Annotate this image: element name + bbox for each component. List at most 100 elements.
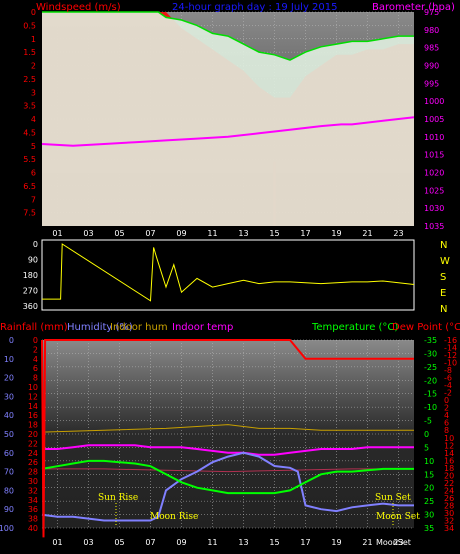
- barometer-tick-label: 990: [424, 62, 439, 71]
- barometer-tick-label: 1035: [424, 222, 444, 231]
- humidity-tick-label: 0: [9, 336, 14, 345]
- temperature-tick-label: -5: [424, 417, 432, 426]
- temp-x-tick-label: 13: [238, 538, 248, 547]
- compass-s: S: [440, 272, 446, 283]
- humidity-tick-label: 40: [4, 411, 14, 420]
- rainfall-tick-label: 34: [28, 496, 38, 505]
- sun-rise-label: Sun Rise: [98, 493, 138, 503]
- rainfall-tick-label: 26: [28, 458, 38, 467]
- wind-x-tick-label: 19: [331, 229, 341, 238]
- indoor-temp-legend: Indoor temp: [172, 322, 233, 333]
- windspeed-tick-label: 2.5: [23, 75, 36, 84]
- wind-x-tick-label: 05: [114, 229, 124, 238]
- humidity-tick-label: 60: [4, 449, 14, 458]
- chart-title: 24-hour graph day : 19 July 2015: [172, 2, 338, 13]
- rainfall-tick-label: 6: [33, 364, 38, 373]
- wind-x-tick-label: 13: [238, 229, 248, 238]
- rainfall-tick-label: 24: [28, 449, 38, 458]
- temperature-tick-label: 10: [424, 457, 434, 466]
- moon-set-label: Moon Set: [376, 512, 420, 522]
- humidity-tick-label: 30: [4, 392, 14, 401]
- temp-x-tick-label: 09: [176, 538, 186, 547]
- dewpoint-tick-label: 18: [444, 464, 454, 473]
- humidity-line: [41, 451, 414, 522]
- humidity-tick-label: 100: [0, 524, 14, 533]
- temp-x-tick-label: 15: [269, 538, 279, 547]
- dewpoint-tick-label: -14: [444, 344, 457, 353]
- temperature-tick-label: 35: [424, 524, 434, 533]
- dewpoint-tick-label: -16: [444, 336, 457, 345]
- rainfall-tick-label: 40: [28, 524, 38, 533]
- temp-x-tick-label: 21: [362, 538, 372, 547]
- indoor-hum-legend: Indoor hum: [110, 322, 168, 333]
- wind-x-tick-label: 15: [269, 229, 279, 238]
- barometer-tick-label: 1010: [424, 133, 444, 142]
- temp-x-tick-label: 07: [145, 538, 155, 547]
- dewpoint-tick-label: 24: [444, 486, 454, 495]
- dewpoint-tick-label: 0: [444, 396, 449, 405]
- temperature-tick-label: 20: [424, 484, 434, 493]
- wind-average-area: [42, 12, 414, 226]
- dewpoint-tick-label: 2: [444, 404, 449, 413]
- barometer-tick-label: 1030: [424, 204, 444, 213]
- barometer-tick-label: 1020: [424, 169, 444, 178]
- moon-set-bottom-label: MoonSet: [376, 538, 411, 547]
- windspeed-tick-label: 3: [31, 88, 36, 97]
- windspeed-tick-label: 1.5: [23, 48, 36, 57]
- humidity-tick-label: 10: [4, 355, 14, 364]
- windspeed-tick-label: 0: [31, 8, 36, 17]
- windspeed-axis-title: Windspeed (m/s): [36, 2, 121, 13]
- direction-tick-label: 360: [23, 302, 38, 311]
- barometer-tick-label: 995: [424, 79, 439, 88]
- wind-x-tick-label: 09: [176, 229, 186, 238]
- dewpoint-tick-label: 4: [444, 411, 449, 420]
- barometer-tick-label: 1000: [424, 97, 444, 106]
- wind-x-tick-label: 17: [300, 229, 310, 238]
- humidity-tick-label: 90: [4, 505, 14, 514]
- dewpoint-tick-label: 6: [444, 419, 449, 428]
- dewpoint-tick-label: 10: [444, 434, 454, 443]
- barometer-tick-label: 1025: [424, 186, 444, 195]
- direction-tick-label: 270: [23, 287, 38, 296]
- rainfall-tick-label: 38: [28, 515, 38, 524]
- windspeed-tick-label: 2: [31, 62, 36, 71]
- temperature-axis-title: Temperature (°C): [311, 322, 398, 333]
- wind-average-line: [42, 11, 414, 61]
- rainfall-tick-label: 28: [28, 468, 38, 477]
- dewpoint-tick-label: 12: [444, 441, 454, 450]
- barometer-tick-label: 975: [424, 8, 439, 17]
- temperature-tick-label: 30: [424, 511, 434, 520]
- rainfall-line: [41, 339, 414, 538]
- wind-x-tick-label: 11: [207, 229, 217, 238]
- temp-x-tick-label: 01: [52, 538, 62, 547]
- temperature-tick-label: -30: [424, 349, 437, 358]
- rainfall-tick-label: 18: [28, 421, 38, 430]
- temperature-tick-label: -10: [424, 403, 437, 412]
- barometer-tick-label: 985: [424, 44, 439, 53]
- rainfall-tick-label: 32: [28, 486, 38, 495]
- humidity-tick-label: 20: [4, 374, 14, 383]
- rainfall-axis-title: Rainfall (mm): [0, 322, 68, 333]
- rainfall-tick-label: 22: [28, 439, 38, 448]
- windspeed-tick-label: 3.5: [23, 102, 36, 111]
- compass-n-bottom: N: [440, 304, 447, 315]
- dewpoint-tick-label: 34: [444, 524, 454, 533]
- barometer-line: [41, 116, 415, 147]
- rainfall-tick-label: 16: [28, 411, 38, 420]
- windspeed-tick-label: 7: [31, 195, 36, 204]
- rainfall-tick-label: 12: [28, 392, 38, 401]
- temperature-tick-label: -15: [424, 390, 437, 399]
- direction-tick-label: 180: [23, 271, 38, 280]
- temp-x-tick-label: 03: [83, 538, 93, 547]
- temp-x-tick-label: 11: [207, 538, 217, 547]
- moon-rise-label: Moon Rise: [150, 512, 198, 522]
- dewpoint-tick-label: 30: [444, 509, 454, 518]
- wind-x-tick-label: 03: [83, 229, 93, 238]
- dewpoint-tick-label: 16: [444, 456, 454, 465]
- humidity-tick-label: 70: [4, 468, 14, 477]
- dewpoint-tick-label: 26: [444, 494, 454, 503]
- windspeed-tick-label: 7.5: [23, 209, 36, 218]
- indoor-temp-line: [42, 468, 414, 473]
- direction-tick-label: 0: [33, 240, 38, 249]
